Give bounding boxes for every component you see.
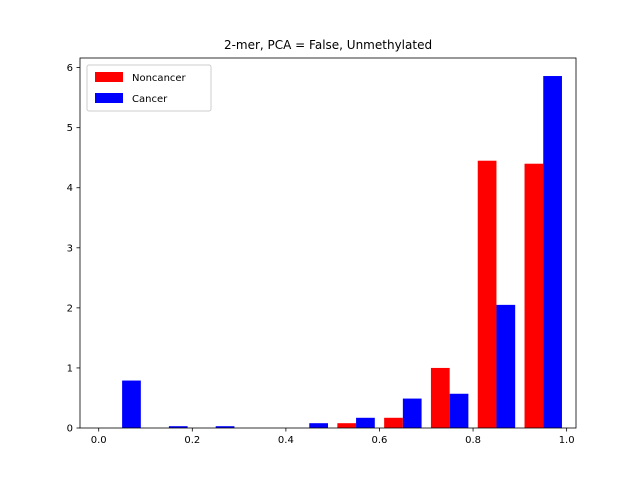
- bar-noncancer-bin-7: [430, 367, 450, 428]
- bar-cancer-bin-4: [309, 423, 328, 428]
- legend-label-noncancer: Noncancer: [132, 73, 187, 84]
- bar-cancer-bin-9: [543, 76, 562, 429]
- y-tick-label: 3: [67, 243, 73, 254]
- bar-cancer-bin-0: [122, 380, 141, 428]
- bar-cancer-bin-1: [168, 426, 188, 428]
- legend: Noncancer Cancer: [86, 64, 212, 112]
- bar-noncancer-bin-6: [384, 417, 403, 428]
- legend-swatch-cancer: [95, 93, 123, 103]
- bar-cancer-bin-6: [402, 398, 422, 428]
- bar-noncancer-bin-5: [337, 423, 357, 428]
- x-axis: 0.0 0.2 0.4 0.6 0.8 1.0: [91, 428, 575, 446]
- legend-label-cancer: Cancer: [132, 94, 168, 105]
- y-tick-label: 2: [67, 303, 73, 314]
- y-tick-label: 1: [67, 363, 73, 374]
- axes-frame: [79, 57, 577, 429]
- bar-cancer-bin-7: [449, 393, 469, 428]
- bar-cancer-bin-5: [356, 417, 375, 428]
- y-tick-label: 5: [67, 123, 73, 134]
- y-tick-label: 6: [67, 63, 73, 74]
- chart-title: 2-mer, PCA = False, Unmethylated: [224, 38, 432, 52]
- bar-cancer-bin-2: [215, 426, 235, 428]
- x-tick-label: 0.6: [372, 435, 388, 446]
- y-tick-label: 0: [67, 424, 73, 435]
- x-tick-label: 0.2: [184, 435, 200, 446]
- legend-swatch-noncancer: [95, 72, 123, 82]
- y-axis: 0 1 2 3 4 5 6: [67, 63, 80, 435]
- x-tick-label: 0.0: [91, 435, 107, 446]
- bar-noncancer-bin-8: [477, 160, 497, 428]
- bar-cancer-bin-8: [496, 304, 516, 428]
- x-tick-label: 0.4: [278, 435, 294, 446]
- y-tick-label: 4: [67, 183, 73, 194]
- x-tick-label: 1.0: [559, 435, 575, 446]
- bar-noncancer-bin-9: [524, 163, 544, 428]
- x-tick-label: 0.8: [465, 435, 481, 446]
- bars-group: [122, 76, 562, 429]
